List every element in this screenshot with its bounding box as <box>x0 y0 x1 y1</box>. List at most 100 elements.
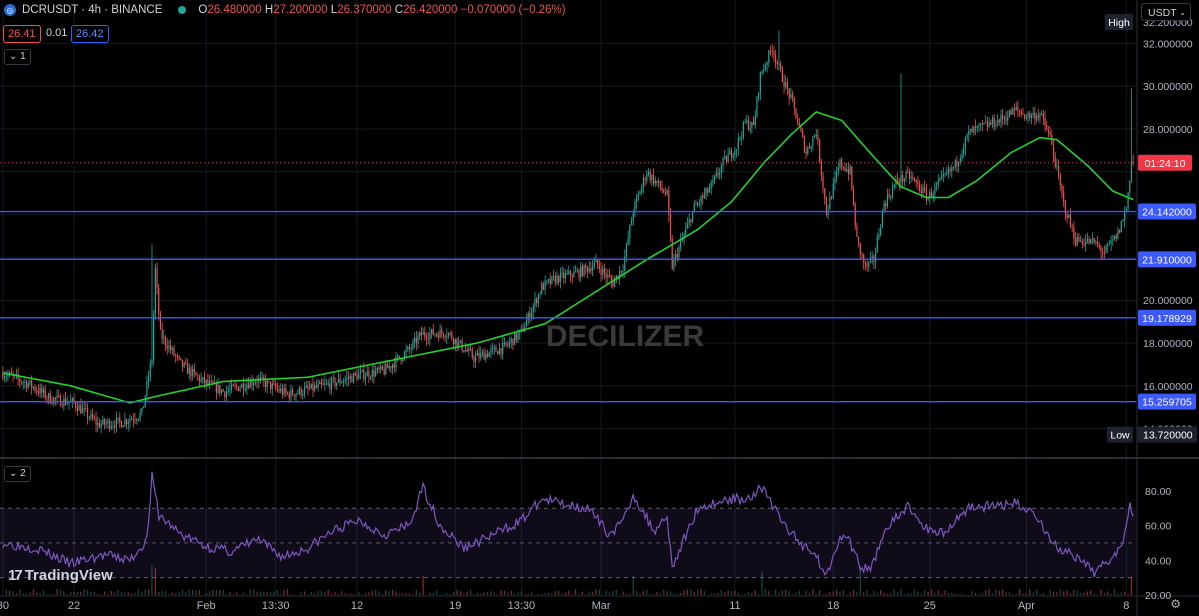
candle-body <box>581 266 583 276</box>
volume-bar <box>331 593 333 595</box>
candle-body <box>1110 240 1112 244</box>
volume-bar <box>490 591 492 595</box>
candle-body <box>968 130 970 135</box>
gear-icon[interactable]: ⚙ <box>1170 597 1181 611</box>
candle-body <box>707 188 709 193</box>
candle-body <box>620 270 622 272</box>
candle-body <box>251 380 253 385</box>
candle-body <box>813 135 816 138</box>
candle-body <box>944 173 946 175</box>
candle-body <box>151 359 153 365</box>
candle-body <box>797 118 799 123</box>
candle-body <box>1057 165 1060 176</box>
volume-bar <box>303 591 306 595</box>
sell-price-button[interactable]: 26.41 <box>3 25 41 43</box>
candle-body <box>93 418 95 420</box>
candle-body <box>264 380 267 388</box>
volume-bar <box>785 589 787 595</box>
candle-body <box>1012 108 1014 115</box>
candle-body <box>249 380 251 388</box>
candle-body <box>485 353 487 360</box>
candle-body <box>48 393 50 399</box>
volume-bar <box>249 589 251 595</box>
buy-price-button[interactable]: 26.42 <box>71 25 109 43</box>
ohlc-values: O26.480000 H27.200000 L26.370000 C26.420… <box>198 4 565 16</box>
currency-select[interactable]: USDT ⌄ <box>1141 3 1191 21</box>
volume-bar <box>22 593 24 595</box>
candle-body <box>691 211 694 223</box>
candle-body <box>449 333 451 335</box>
candle-body <box>610 277 612 281</box>
rsi-tick-label-1: 40.00 <box>1145 555 1171 567</box>
volume-bar <box>527 593 529 595</box>
candle-body <box>46 397 48 399</box>
candle-body <box>790 93 792 98</box>
candle-body <box>897 179 899 182</box>
candle-body <box>822 174 824 189</box>
volume-bar <box>432 592 434 595</box>
volume-bar <box>93 591 95 595</box>
candle-body <box>212 381 214 385</box>
volume-bar <box>144 589 146 595</box>
candle-body <box>881 210 883 228</box>
candle-body <box>759 72 761 94</box>
candle-body <box>619 270 621 279</box>
candle-body <box>437 334 439 339</box>
volume-bar <box>242 592 245 595</box>
volume-bar <box>225 593 228 595</box>
indicators-toggle-main[interactable]: ⌄ 1 <box>4 49 31 65</box>
x-tick-label-5: 19 <box>449 600 461 612</box>
candle-body <box>585 264 587 268</box>
volume-bar <box>344 593 346 595</box>
symbol-title[interactable]: DCRUSDT · 4h · BINANCE <box>22 4 163 16</box>
volume-bar <box>500 589 502 595</box>
candle-body <box>615 275 617 280</box>
candle-body <box>551 276 553 284</box>
candle-body <box>910 176 912 179</box>
candle-body <box>612 280 614 287</box>
candle-body <box>542 283 545 290</box>
candle-body <box>976 126 978 128</box>
candle-body <box>747 120 750 130</box>
level-label-3: 15.259705 <box>1142 397 1192 409</box>
volume-bar <box>25 593 28 595</box>
candle-body <box>36 390 38 392</box>
candle-body <box>147 377 150 382</box>
candle-body <box>669 214 672 239</box>
candle-body <box>598 265 600 270</box>
candle-body <box>478 353 480 358</box>
candle-body <box>742 122 744 137</box>
volume-bar <box>713 593 716 595</box>
candle-body <box>500 348 502 354</box>
candle-body <box>41 387 43 393</box>
open-value: 26.480000 <box>207 4 262 16</box>
volume-bar <box>856 591 858 595</box>
volume-bar <box>476 592 478 595</box>
indicators-toggle-rsi[interactable]: ⌄ 2 <box>4 466 31 482</box>
candle-body <box>141 408 143 413</box>
candle-body <box>2 372 4 379</box>
candle-body <box>791 93 794 99</box>
candle-body <box>1086 239 1088 242</box>
candle-body <box>852 189 855 205</box>
volume-bar <box>673 593 675 595</box>
candle-body <box>293 394 295 397</box>
candle-body <box>922 187 924 194</box>
volume-bar <box>1107 591 1109 595</box>
candle-body <box>488 352 490 357</box>
candle-body <box>634 201 636 214</box>
volume-bar <box>954 593 956 595</box>
volume-bar <box>978 594 980 595</box>
candle-body <box>925 189 928 200</box>
candle-body <box>441 329 443 334</box>
volume-bar <box>283 590 285 595</box>
volume-bar <box>581 591 584 595</box>
volume-bar <box>568 590 570 595</box>
candle-body <box>764 65 767 70</box>
candle-body <box>112 425 114 427</box>
candle-body <box>934 185 936 195</box>
candle-body <box>805 151 807 154</box>
candle-body <box>388 366 390 369</box>
candle-body <box>712 180 714 183</box>
